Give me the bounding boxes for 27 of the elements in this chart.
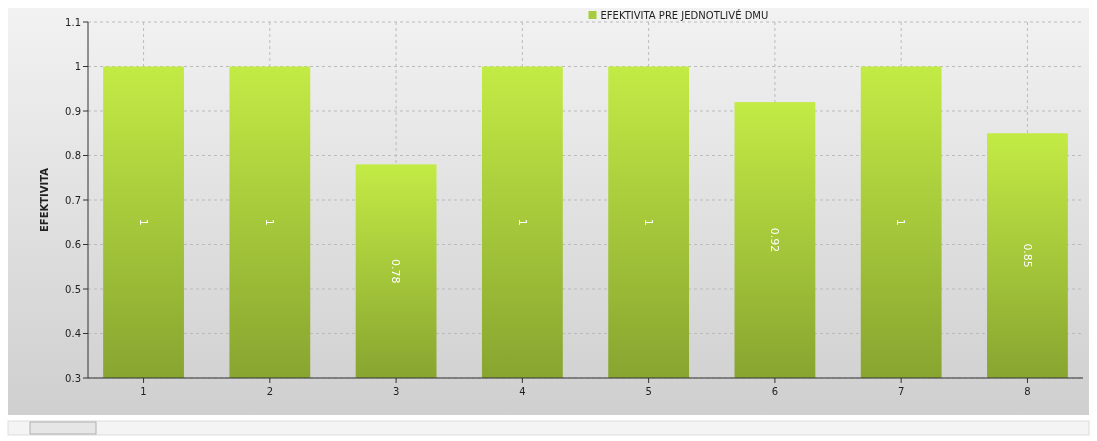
x-tick-label: 8 (1024, 386, 1031, 397)
data-label: 1 (515, 218, 529, 226)
y-axis-title: EFEKTIVITA (39, 167, 50, 233)
y-tick-label: 0.5 (65, 283, 81, 295)
y-tick-label: 1.1 (65, 16, 81, 28)
y-tick-label: 0.7 (65, 194, 81, 206)
data-label: 0.85 (1020, 243, 1034, 268)
x-tick-label: 7 (897, 386, 905, 397)
y-tick-label: 0.4 (65, 328, 81, 339)
data-label: 1 (136, 218, 150, 226)
x-tick-label: 6 (771, 386, 779, 397)
x-tick-label: 4 (519, 386, 526, 397)
data-label: 0.78 (389, 258, 403, 284)
x-tick-label: 1 (140, 386, 147, 397)
y-tick-label: 0.6 (65, 239, 81, 250)
x-tick-label: 3 (392, 386, 400, 397)
x-tick-label: 5 (645, 386, 652, 397)
y-tick-label: 1 (74, 61, 81, 72)
x-tick-label: 2 (266, 386, 274, 397)
y-tick-label: 0.3 (65, 372, 81, 384)
data-label: 0.92 (768, 227, 782, 253)
y-tick-label: 0.9 (65, 105, 81, 117)
data-label: 1 (262, 218, 276, 226)
y-tick-label: 0.8 (65, 150, 81, 161)
data-label: 1 (641, 218, 655, 226)
data-label: 1 (894, 218, 908, 226)
legend-label: EFEKTIVITA PRE JEDNOTLIVÉ DMU (600, 8, 769, 21)
